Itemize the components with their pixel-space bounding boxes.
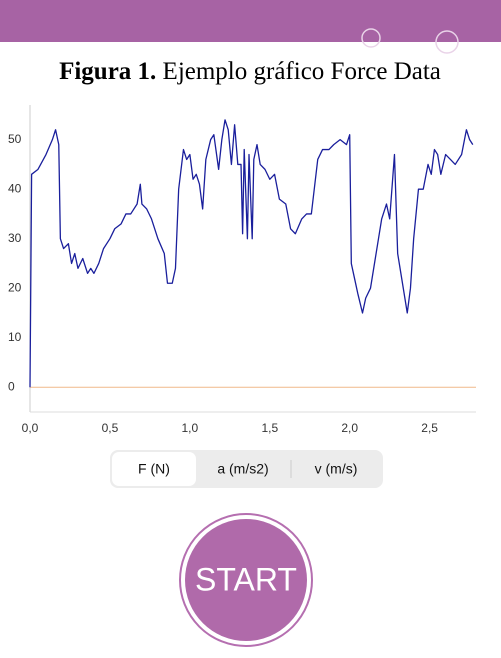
x-tick-label: 0,0 xyxy=(22,421,39,435)
y-tick-label: 0 xyxy=(8,379,15,393)
y-tick-label: 10 xyxy=(8,330,22,344)
app-header xyxy=(0,0,501,42)
y-tick-label: 30 xyxy=(8,231,22,245)
x-tick-label: 1,5 xyxy=(261,421,278,435)
data-line xyxy=(30,120,473,387)
caption-label: Figura 1. xyxy=(59,58,156,85)
segment[interactable]: v (m/s) xyxy=(315,461,358,477)
caption: Figura 1. Ejemplo gráfico Force Data xyxy=(59,58,441,85)
screenshot: Figura 1. Ejemplo gráfico Force Data 0 10… xyxy=(0,0,501,658)
x-tick-label: 2,5 xyxy=(421,421,438,435)
x-tick-label: 2,0 xyxy=(341,421,358,435)
y-tick-label: 50 xyxy=(8,132,22,146)
page: {"caption": {"label": "Figura 1.", "text… xyxy=(0,0,501,658)
segment[interactable]: F (N) xyxy=(138,461,170,477)
y-tick-label: 20 xyxy=(8,280,22,294)
start-label[interactable]: START xyxy=(195,561,297,597)
x-tick-label: 0,5 xyxy=(102,421,119,435)
chart: 0 10 20 30 40 50 0,0 0,5 1,0 1,5 2,0 2,5 xyxy=(8,105,476,435)
segment[interactable]: a (m/s2) xyxy=(217,461,268,477)
y-tick-label: 40 xyxy=(8,181,22,195)
x-tick-label: 1,0 xyxy=(182,421,199,435)
caption-text: Ejemplo gráfico Force Data xyxy=(156,58,441,85)
